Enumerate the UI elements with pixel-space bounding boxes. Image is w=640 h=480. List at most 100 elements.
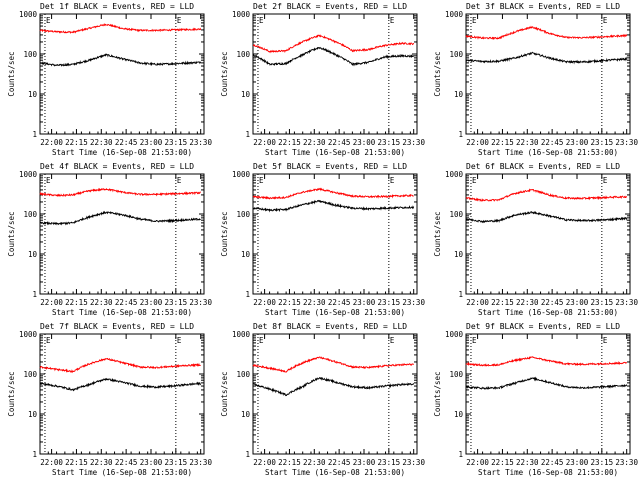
plot-title: Det 6f BLACK = Events, RED = LLD: [466, 162, 620, 171]
x-tick-label: 23:00: [353, 298, 376, 307]
series-line-lld: [39, 357, 201, 374]
plot-title: Det 8f BLACK = Events, RED = LLD: [253, 322, 407, 331]
series-line-lld: [39, 22, 202, 34]
x-tick-label: 22:00: [466, 298, 489, 307]
y-tick-label: 1000: [232, 330, 251, 339]
x-tick-label: 22:15: [491, 298, 514, 307]
y-tick-label: 1: [32, 130, 37, 139]
y-axis-label: Counts/sec: [433, 51, 442, 96]
x-tick-label: 22:00: [466, 458, 489, 467]
detector-plot-3: Det 3f BLACK = Events, RED = LLD Counts/s…: [433, 2, 638, 157]
x-axis-label: Start Time (16-Sep-08 21:53:00): [478, 308, 618, 317]
y-tick-label: 100: [449, 210, 463, 219]
x-axis-label: Start Time (16-Sep-08 21:53:00): [52, 308, 192, 317]
event-marker-label: E: [177, 336, 182, 345]
x-tick-label: 22:30: [516, 458, 539, 467]
y-tick-label: 1000: [445, 170, 464, 179]
event-marker-label: E: [472, 336, 477, 345]
plot-title: Det 1f BLACK = Events, RED = LLD: [40, 2, 194, 11]
y-tick-label: 10: [28, 410, 38, 419]
y-tick-label: 1: [458, 290, 463, 299]
series-line-events: [465, 51, 628, 65]
plot-title: Det 2f BLACK = Events, RED = LLD: [253, 2, 407, 11]
plot-frame: [252, 173, 418, 295]
x-tick-label: 23:30: [615, 298, 638, 307]
y-tick-label: 1: [245, 450, 250, 459]
x-tick-label: 22:45: [541, 138, 564, 147]
plot-title: Det 3f BLACK = Events, RED = LLD: [466, 2, 620, 11]
event-marker-label: E: [259, 336, 264, 345]
detector-plot-8: Det 8f BLACK = Events, RED = LLD Counts/s…: [220, 322, 425, 477]
x-tick-label: 23:15: [378, 138, 401, 147]
series-line-events: [39, 210, 201, 226]
x-tick-label: 23:15: [165, 458, 188, 467]
x-tick-label: 22:45: [115, 298, 138, 307]
x-tick-label: 23:15: [591, 138, 614, 147]
y-tick-label: 1000: [232, 10, 251, 19]
x-tick-label: 23:30: [615, 138, 638, 147]
x-tick-label: 22:30: [303, 298, 326, 307]
series-line-events: [466, 210, 628, 224]
x-tick-label: 22:45: [115, 138, 138, 147]
x-tick-label: 22:30: [516, 138, 539, 147]
series-line-lld: [39, 187, 201, 198]
y-tick-label: 1000: [19, 170, 38, 179]
y-tick-label: 1000: [19, 10, 38, 19]
x-tick-label: 22:00: [253, 138, 276, 147]
series-line-lld: [253, 34, 415, 54]
x-tick-label: 23:15: [165, 298, 188, 307]
x-tick-label: 23:15: [165, 138, 188, 147]
detector-plot-1: Det 1f BLACK = Events, RED = LLD Counts/s…: [7, 2, 212, 157]
event-marker-label: E: [390, 336, 395, 345]
x-tick-label: 23:00: [566, 138, 589, 147]
x-axis-label: Start Time (16-Sep-08 21:53:00): [478, 148, 618, 157]
x-axis-label: Start Time (16-Sep-08 21:53:00): [265, 308, 405, 317]
event-marker-label: E: [259, 16, 264, 25]
series-line-lld: [465, 356, 627, 367]
x-tick-label: 22:15: [65, 138, 88, 147]
event-marker-label: E: [390, 176, 395, 185]
plot-frame: [39, 13, 205, 135]
x-tick-label: 23:00: [140, 298, 163, 307]
y-tick-label: 10: [454, 250, 464, 259]
y-tick-label: 10: [28, 90, 38, 99]
x-tick-label: 22:30: [516, 298, 539, 307]
y-tick-label: 1000: [445, 10, 464, 19]
x-tick-label: 22:15: [278, 138, 301, 147]
x-tick-label: 23:30: [615, 458, 638, 467]
series-line-events: [252, 376, 415, 397]
plot-frame: [252, 13, 418, 135]
x-axis-label: Start Time (16-Sep-08 21:53:00): [265, 148, 405, 157]
y-tick-label: 100: [236, 210, 250, 219]
x-tick-label: 23:00: [566, 298, 589, 307]
y-tick-label: 10: [28, 250, 38, 259]
y-tick-label: 1: [245, 130, 250, 139]
x-tick-label: 23:30: [189, 138, 212, 147]
y-tick-label: 100: [449, 370, 463, 379]
detector-plot-6: Det 6f BLACK = Events, RED = LLD Counts/s…: [433, 162, 638, 317]
x-axis-label: Start Time (16-Sep-08 21:53:00): [478, 468, 618, 477]
x-axis-label: Start Time (16-Sep-08 21:53:00): [265, 468, 405, 477]
y-axis-label: Counts/sec: [433, 211, 442, 256]
x-tick-label: 23:15: [378, 298, 401, 307]
series-line-events: [465, 376, 628, 390]
y-tick-label: 1: [32, 290, 37, 299]
y-axis-label: Counts/sec: [7, 371, 16, 416]
event-marker-label: E: [603, 16, 608, 25]
x-axis-label: Start Time (16-Sep-08 21:53:00): [52, 148, 192, 157]
y-tick-label: 1: [245, 290, 250, 299]
y-tick-label: 100: [23, 210, 37, 219]
x-tick-label: 22:15: [278, 298, 301, 307]
series-line-lld: [252, 187, 414, 200]
x-tick-label: 23:15: [591, 298, 614, 307]
plot-frame: [465, 13, 631, 135]
x-tick-label: 22:30: [303, 458, 326, 467]
y-axis-label: Counts/sec: [7, 211, 16, 256]
series-line-lld: [465, 188, 628, 202]
x-tick-label: 23:00: [353, 138, 376, 147]
series-line-lld: [252, 356, 414, 373]
y-tick-label: 100: [449, 50, 463, 59]
x-tick-label: 22:45: [328, 138, 351, 147]
event-marker-label: E: [603, 336, 608, 345]
